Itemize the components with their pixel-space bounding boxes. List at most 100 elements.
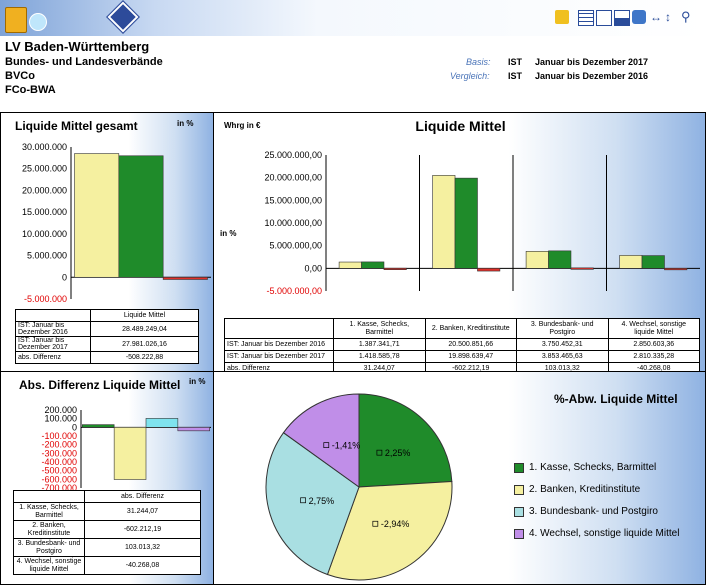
- basis-label: Basis:: [466, 57, 491, 67]
- left-right-arrows-icon[interactable]: ↔: [650, 10, 662, 24]
- panel1-row-value: 28.489.249,04: [90, 321, 199, 337]
- panel2-cell: 3.750.452,31: [516, 338, 609, 351]
- panel2-table: 1. Kasse, Schecks, Barmittel 2. Banken, …: [224, 318, 700, 375]
- y-tick-label: 0,00: [304, 263, 322, 273]
- panel3-row-value: -602.212,19: [84, 520, 201, 539]
- panel2-cell: 2.810.335,28: [607, 350, 700, 363]
- panel-prozent-abw: %-Abw. Liquide Mittel 2,25% -2,94% 2,75% -1…: [213, 371, 706, 585]
- bar: [162, 276, 208, 280]
- search-icon[interactable]: ⚲: [681, 9, 691, 24]
- panel1-row-label: IST: Januar bis Dezember 2017: [15, 336, 91, 352]
- panel1-category-label: Liquide Mittel: [90, 309, 199, 322]
- y-tick-label: 5.000.000: [27, 251, 67, 261]
- panel2-cell: 19.898.639,47: [424, 350, 517, 363]
- y-tick-label: 0: [62, 272, 67, 282]
- y-tick-label: 20.000.000: [22, 185, 67, 195]
- panel2-row-label: IST: Januar bis Dezember 2017: [224, 350, 334, 363]
- folder-icon[interactable]: [5, 7, 27, 33]
- pie-slice-label: -2,94%: [381, 519, 410, 529]
- y-tick-label: 30.000.000: [22, 142, 67, 152]
- panel3-category-label: abs. Differenz: [84, 490, 201, 503]
- bar: [641, 255, 665, 269]
- bar: [454, 177, 478, 269]
- toolbar: ↔ ↕ ⚲: [0, 0, 706, 36]
- panel2-cell: 1.387.341,71: [333, 338, 426, 351]
- panel-liquide-mittel: Whrg in € Liquide Mittel in % 25.000.000…: [213, 112, 706, 375]
- legend-label: 3. Bundesbank- und Postgiro: [529, 506, 658, 517]
- panel1-row-label: abs. Differenz: [15, 351, 91, 364]
- panel2-currency: Whrg in €: [224, 121, 261, 130]
- y-tick-label: 0: [72, 422, 77, 432]
- bar: [548, 250, 572, 269]
- panel3-row-label: 1. Kasse, Schecks, Barmittel: [13, 502, 85, 521]
- y-tick-label: -200.000: [41, 440, 77, 450]
- legend-swatch: [514, 484, 524, 495]
- panel3-title: Abs. Differenz Liquide Mittel: [19, 378, 181, 392]
- y-tick-label: -5.000.000: [24, 294, 67, 304]
- y-tick-label: -600.000: [41, 474, 77, 484]
- panel3-row-value: 31.244,07: [84, 502, 201, 521]
- basis-period: Januar bis Dezember 2017: [535, 57, 649, 67]
- legend-swatch: [514, 462, 524, 473]
- header-line-2: BVCo: [5, 70, 35, 82]
- bar: [74, 153, 120, 278]
- panel2-col-header: 3. Bundesbank- und Postgiro: [516, 318, 609, 339]
- panel4-title: %-Abw. Liquide Mittel: [554, 392, 678, 406]
- y-tick-label: 10.000.000: [22, 229, 67, 239]
- panel2-cell: 2.850.603,36: [607, 338, 700, 351]
- pie-label-marker: [376, 449, 383, 456]
- vergleich-type: IST: [508, 71, 523, 81]
- bar: [525, 251, 549, 269]
- panel2-unit: in %: [220, 229, 237, 238]
- panel-abs-differenz: Abs. Differenz Liquide Mittel in % 200.0…: [0, 371, 214, 585]
- y-tick-label: 20.000.000,00: [264, 173, 322, 183]
- panel1-row-value: -508.222,88: [90, 351, 199, 364]
- legend-swatch: [514, 506, 524, 517]
- table-icon[interactable]: [578, 10, 594, 26]
- vergleich-label: Vergleich:: [450, 71, 490, 81]
- basis-type: IST: [508, 57, 523, 67]
- panel3-unit: in %: [189, 377, 206, 386]
- diamond-nav-icon[interactable]: [106, 0, 140, 34]
- panel2-chart: 25.000.000,00 20.000.000,00 15.000.000,00 1…: [264, 150, 700, 296]
- panel2-col-header: 2. Banken, Kreditinstitute: [424, 318, 517, 339]
- pie-label-marker: [300, 497, 306, 504]
- lock-icon[interactable]: [555, 10, 569, 24]
- bar: [361, 261, 385, 269]
- y-tick-label: -300.000: [41, 448, 77, 458]
- legend-swatch: [514, 528, 524, 539]
- y-tick-label: 200.000: [44, 405, 77, 415]
- panel3-row-label: 4. Wechsel, sonstige liquide Mittel: [13, 556, 85, 575]
- bar: [477, 268, 501, 272]
- y-tick-label: -100.000: [41, 431, 77, 441]
- pie-slice: [358, 393, 453, 488]
- panel1-title: Liquide Mittel gesamt: [15, 119, 138, 133]
- y-tick-label: -5.000.000,00: [266, 286, 322, 296]
- panel2-col-header: 1. Kasse, Schecks, Barmittel: [333, 318, 426, 339]
- pie-slice-label: 2,25%: [385, 448, 411, 458]
- bar: [619, 255, 643, 269]
- legend-label: 1. Kasse, Schecks, Barmittel: [529, 462, 657, 473]
- panel2-row-label: IST: Januar bis Dezember 2016: [224, 338, 334, 351]
- database-icon[interactable]: [632, 10, 646, 24]
- header-line-3: FCo-BWA: [5, 84, 56, 96]
- y-tick-label: 15.000.000: [22, 207, 67, 217]
- export-icon[interactable]: [596, 10, 612, 26]
- y-tick-label: 15.000.000,00: [264, 195, 322, 205]
- y-tick-label: 25.000.000: [22, 164, 67, 174]
- pie-label-marker: [323, 442, 330, 448]
- panel3-row-value: -40.268,08: [84, 556, 201, 575]
- panel2-title: Liquide Mittel: [415, 118, 506, 134]
- bar: [383, 267, 407, 270]
- panel1-unit: in %: [177, 119, 194, 128]
- bar: [432, 175, 456, 269]
- bar: [177, 427, 211, 432]
- legend-label: 4. Wechsel, sonstige liquide Mittel: [529, 528, 680, 539]
- panel3-row-label: 2. Banken, Kreditinstitute: [13, 520, 85, 539]
- y-tick-label: -700.000: [41, 483, 77, 493]
- chart-table-icon[interactable]: [614, 10, 630, 26]
- bar: [113, 427, 147, 480]
- home-icon[interactable]: [29, 13, 47, 31]
- panel2-cell: 1.418.585,78: [333, 350, 426, 363]
- up-down-arrows-icon[interactable]: ↕: [665, 10, 671, 24]
